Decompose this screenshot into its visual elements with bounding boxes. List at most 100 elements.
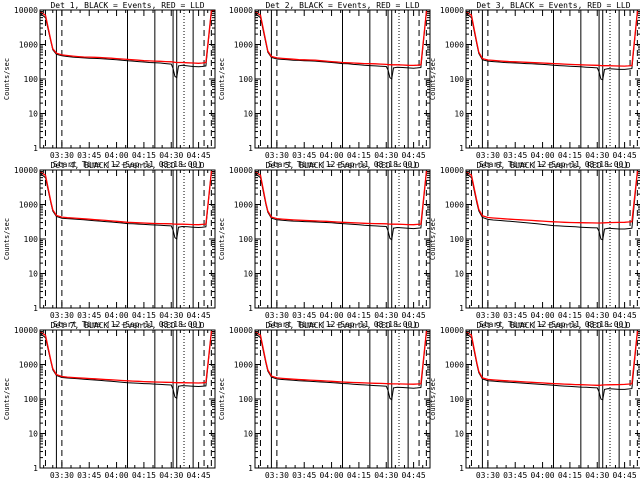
- y-tick-label: 1: [248, 464, 253, 473]
- y-tick-label: 1000: [19, 201, 38, 210]
- x-axis-label: Start Time (12-Sep-11 03:18:00): [479, 320, 628, 329]
- x-tick-label: 04:00: [531, 151, 555, 160]
- y-tick-label: 10000: [440, 166, 464, 175]
- detector-panel-3: 1 10 100 1000 10000 03:30 03:45 04:00 04:15 04:30…: [429, 1, 640, 169]
- x-tick-label: 04:45: [402, 471, 426, 480]
- detector-panel-1: 1 10 100 1000 10000 03:30 03:45 04:00 04:15 04:30…: [3, 1, 216, 169]
- panel-title: Det 9, BLACK = Events, RED = LLD: [476, 321, 630, 330]
- x-tick-label: 03:45: [503, 151, 527, 160]
- x-tick-label: 04:00: [105, 471, 129, 480]
- x-tick-label: 04:00: [105, 151, 129, 160]
- x-tick-label: 04:45: [613, 151, 637, 160]
- x-tick-label: 04:00: [531, 471, 555, 480]
- series-line-events: [465, 331, 640, 401]
- x-tick-label: 03:45: [292, 471, 316, 480]
- x-tick-label: 04:30: [585, 471, 609, 480]
- series-line-lld: [39, 10, 215, 64]
- y-tick-label: 10: [243, 270, 253, 279]
- x-tick-label: 03:45: [503, 311, 527, 320]
- y-tick-label: 1: [248, 304, 253, 313]
- series-line-events: [465, 11, 640, 81]
- series-line-events: [39, 10, 215, 79]
- series-line-events: [39, 171, 215, 240]
- x-tick-label: 03:45: [503, 471, 527, 480]
- y-axis-label: Counts/sec: [429, 378, 437, 420]
- x-axis-label: Start Time (12-Sep-11 03:18:00): [479, 160, 628, 169]
- x-tick-label: 04:30: [585, 151, 609, 160]
- y-tick-label: 100: [24, 235, 39, 244]
- y-tick-label: 1: [33, 464, 38, 473]
- x-axis-label: Start Time (12-Sep-11 03:18:00): [268, 320, 417, 329]
- y-tick-label: 100: [24, 395, 39, 404]
- y-tick-label: 100: [450, 75, 465, 84]
- x-tick-label: 04:45: [402, 311, 426, 320]
- x-tick-label: 03:30: [476, 311, 500, 320]
- x-tick-label: 04:00: [105, 311, 129, 320]
- y-tick-label: 10: [28, 430, 38, 439]
- x-tick-label: 03:45: [292, 311, 316, 320]
- y-tick-label: 10000: [14, 166, 38, 175]
- x-tick-label: 03:30: [50, 151, 74, 160]
- x-tick-label: 03:30: [476, 471, 500, 480]
- x-tick-label: 04:00: [320, 151, 344, 160]
- series-line-events: [39, 331, 215, 400]
- x-tick-label: 03:30: [265, 311, 289, 320]
- y-tick-label: 10000: [229, 326, 253, 335]
- y-tick-label: 100: [239, 395, 254, 404]
- x-tick-label: 04:15: [347, 311, 371, 320]
- x-tick-label: 04:45: [187, 151, 211, 160]
- series-line-events: [254, 11, 430, 80]
- x-tick-label: 04:15: [558, 311, 582, 320]
- y-axis-label: Counts/sec: [3, 218, 11, 260]
- x-tick-label: 03:45: [77, 471, 101, 480]
- x-tick-label: 03:30: [265, 151, 289, 160]
- y-tick-label: 10: [243, 430, 253, 439]
- y-tick-label: 100: [450, 235, 465, 244]
- x-tick-label: 04:30: [585, 311, 609, 320]
- y-tick-label: 1000: [234, 41, 253, 50]
- series-line-events: [465, 171, 640, 241]
- y-tick-label: 100: [450, 395, 465, 404]
- x-tick-label: 04:45: [187, 311, 211, 320]
- detector-panel-2: 1 10 100 1000 10000 03:30 03:45 04:00 04:15 04:30…: [218, 1, 431, 169]
- detector-panel-6: 1 10 100 1000 10000 03:30 03:45 04:00 04:15 04:30…: [429, 161, 640, 329]
- x-tick-label: 04:00: [320, 311, 344, 320]
- y-tick-label: 10: [454, 270, 464, 279]
- detector-panel-5: 1 10 100 1000 10000 03:30 03:45 04:00 04:15 04:30…: [218, 161, 431, 329]
- y-tick-label: 1: [33, 144, 38, 153]
- y-tick-label: 1: [248, 144, 253, 153]
- x-tick-label: 04:30: [159, 311, 183, 320]
- y-tick-label: 1000: [445, 361, 464, 370]
- x-tick-label: 03:45: [77, 151, 101, 160]
- x-axis-label: Start Time (12-Sep-11 03:18:00): [53, 160, 202, 169]
- panel-title: Det 8, BLACK = Events, RED = LLD: [265, 321, 419, 330]
- series-line-events: [254, 171, 430, 241]
- series-line-lld: [254, 170, 430, 226]
- y-tick-label: 10: [28, 110, 38, 119]
- x-tick-label: 04:15: [132, 311, 156, 320]
- x-tick-label: 04:30: [159, 151, 183, 160]
- y-tick-label: 10000: [440, 6, 464, 15]
- x-tick-label: 04:45: [613, 311, 637, 320]
- y-tick-label: 100: [24, 75, 39, 84]
- x-tick-label: 03:30: [476, 151, 500, 160]
- detector-panel-4: 1 10 100 1000 10000 03:30 03:45 04:00 04:15 04:30…: [3, 161, 216, 329]
- x-tick-label: 03:30: [50, 471, 74, 480]
- x-tick-label: 04:00: [531, 311, 555, 320]
- x-tick-label: 04:30: [374, 151, 398, 160]
- series-line-lld: [465, 10, 640, 67]
- x-tick-label: 04:45: [402, 151, 426, 160]
- y-tick-label: 100: [239, 235, 254, 244]
- y-tick-label: 10000: [14, 326, 38, 335]
- x-tick-label: 04:45: [613, 471, 637, 480]
- series-line-lld: [254, 330, 430, 385]
- panel-title: Det 4, BLACK = Events, RED = LLD: [50, 161, 204, 170]
- y-tick-label: 10: [454, 110, 464, 119]
- x-tick-label: 04:30: [374, 471, 398, 480]
- panel-title: Det 5, BLACK = Events, RED = LLD: [265, 161, 419, 170]
- y-tick-label: 1000: [19, 361, 38, 370]
- y-tick-label: 10: [28, 270, 38, 279]
- series-line-lld: [39, 330, 215, 384]
- y-tick-label: 100: [239, 75, 254, 84]
